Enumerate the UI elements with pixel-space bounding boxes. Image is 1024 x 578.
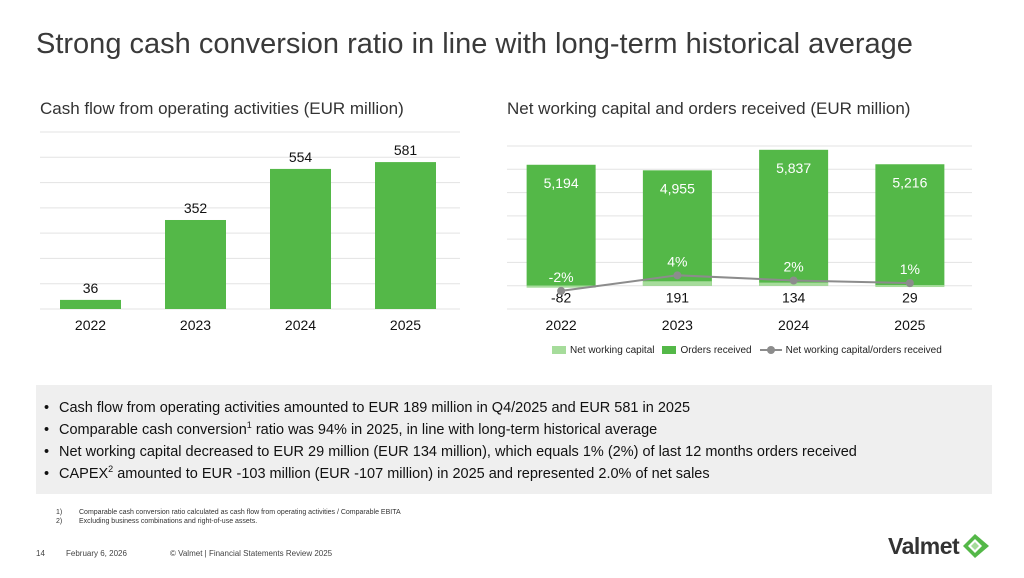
bullet-nwc-text: Net working capital decreased to EUR 29 … bbox=[59, 444, 857, 460]
chart-legend: Net working capital Orders received Net … bbox=[552, 343, 950, 357]
ratio-label-2022: -2% bbox=[549, 269, 574, 285]
chart-title-cash-flow: Cash flow from operating activities (EUR… bbox=[40, 99, 404, 118]
footnote-1-text: Comparable cash conversion ratio calcula… bbox=[79, 509, 401, 516]
legend-item-ratio: Net working capital/orders received bbox=[759, 344, 942, 356]
legend-item-orders: Orders received bbox=[662, 344, 752, 356]
bullet-cash-conversion-post: ratio was 94% in 2025, in line with long… bbox=[251, 422, 658, 438]
orders-bar-2024 bbox=[759, 149, 829, 286]
x-tick-label-2024: 2024 bbox=[285, 317, 316, 333]
footer-copyright: © Valmet | Financial Statements Review 2… bbox=[170, 549, 333, 558]
legend-label-orders: Orders received bbox=[680, 344, 752, 356]
page-title: Strong cash conversion ratio in line wit… bbox=[36, 28, 913, 60]
x-tick-label-2024: 2024 bbox=[778, 317, 809, 333]
x-tick-label-2022: 2022 bbox=[75, 317, 106, 333]
cash-flow-chart: 36 2022 352 2023 554 2024 581 2025 bbox=[40, 131, 460, 333]
bullet-capex-post: amounted to EUR -103 million (EUR -107 m… bbox=[113, 466, 710, 482]
orders-label-2024: 5,837 bbox=[776, 160, 811, 176]
footnote-2-text: Excluding business combinations and righ… bbox=[79, 518, 258, 525]
valmet-logo: Valmet bbox=[888, 531, 998, 561]
ratio-point-2023 bbox=[673, 271, 682, 280]
chart-title-nwc: Net working capital and orders received … bbox=[507, 99, 911, 118]
data-label-2022: 36 bbox=[83, 280, 99, 296]
bullet-nwc: Net working capital decreased to EUR 29 … bbox=[44, 441, 992, 463]
nwc-bar-2023 bbox=[642, 281, 712, 286]
bar-2022 bbox=[60, 299, 121, 309]
orders-label-2023: 4,955 bbox=[660, 180, 695, 196]
legend-label-ratio: Net working capital/orders received bbox=[785, 344, 942, 356]
key-points-box: Cash flow from operating activities amou… bbox=[36, 385, 992, 494]
orders-bar-2025 bbox=[875, 164, 945, 286]
data-label-2024: 554 bbox=[289, 149, 313, 165]
footnote-1-number: 1) bbox=[56, 509, 63, 516]
bullet-capex: CAPEX2 amounted to EUR -103 million (EUR… bbox=[44, 463, 992, 485]
data-label-2025: 581 bbox=[394, 142, 418, 158]
footnotes: 1) Comparable cash conversion ratio calc… bbox=[56, 508, 401, 526]
bullet-cash-conversion: Comparable cash conversion1 ratio was 94… bbox=[44, 419, 992, 441]
bar-2023 bbox=[165, 219, 226, 309]
legend-item-nwc: Net working capital bbox=[552, 345, 654, 356]
logo-text: Valmet bbox=[888, 532, 960, 559]
bullet-cash-flow-text: Cash flow from operating activities amou… bbox=[59, 400, 691, 416]
bar-2024 bbox=[270, 168, 331, 309]
x-tick-label-2023: 2023 bbox=[662, 317, 693, 333]
legend-label-nwc: Net working capital bbox=[570, 344, 655, 356]
nwc-label-2023: 191 bbox=[666, 290, 690, 306]
legend-swatch-nwc bbox=[552, 346, 566, 354]
ratio-label-2024: 2% bbox=[784, 259, 804, 275]
ratio-label-2023: 4% bbox=[667, 253, 687, 269]
logo-chevron-icon bbox=[963, 534, 990, 558]
footnote-ref-2: 2 bbox=[108, 464, 114, 475]
legend-line-marker-icon bbox=[759, 345, 782, 355]
ratio-point-2024 bbox=[789, 276, 798, 285]
nwc-label-2025: 29 bbox=[902, 290, 918, 306]
bullet-cash-flow: Cash flow from operating activities amou… bbox=[44, 397, 992, 419]
footnote-2-number: 2) bbox=[56, 518, 63, 525]
x-tick-label-2022: 2022 bbox=[546, 317, 577, 333]
orders-label-2022: 5,194 bbox=[544, 175, 579, 191]
x-tick-label-2023: 2023 bbox=[180, 317, 211, 333]
bar-2025 bbox=[375, 162, 436, 309]
ratio-label-2025: 1% bbox=[900, 261, 920, 277]
legend-swatch-orders bbox=[662, 346, 677, 354]
footnote-ref-1: 1 bbox=[246, 420, 252, 431]
footnote-1: 1) Comparable cash conversion ratio calc… bbox=[56, 508, 401, 517]
nwc-bar-2022 bbox=[526, 285, 596, 288]
bullet-capex-pre: CAPEX bbox=[59, 466, 109, 482]
key-points-list: Cash flow from operating activities amou… bbox=[44, 397, 992, 485]
ratio-point-2022 bbox=[557, 286, 566, 295]
ratio-point-2025 bbox=[905, 279, 914, 288]
orders-label-2025: 5,216 bbox=[892, 174, 927, 190]
ratio-line bbox=[560, 274, 910, 292]
footnote-2: 2) Excluding business combinations and r… bbox=[56, 517, 401, 526]
x-tick-label-2025: 2025 bbox=[894, 317, 925, 333]
x-tick-label-2025: 2025 bbox=[390, 317, 421, 333]
footer-date: February 6, 2026 bbox=[66, 549, 127, 558]
orders-bar-2022 bbox=[526, 164, 596, 286]
nwc-label-2022: -82 bbox=[551, 290, 571, 306]
bullet-cash-conversion-pre: Comparable cash conversion bbox=[59, 422, 247, 438]
data-label-2023: 352 bbox=[184, 200, 208, 216]
nwc-orders-chart: 5,194 -82 2022 4,955 191 2023 5,837 134 2024 5,21… bbox=[507, 145, 972, 333]
nwc-label-2024: 134 bbox=[782, 290, 806, 306]
orders-bar-2023 bbox=[642, 170, 712, 286]
page-number: 14 bbox=[36, 549, 45, 558]
